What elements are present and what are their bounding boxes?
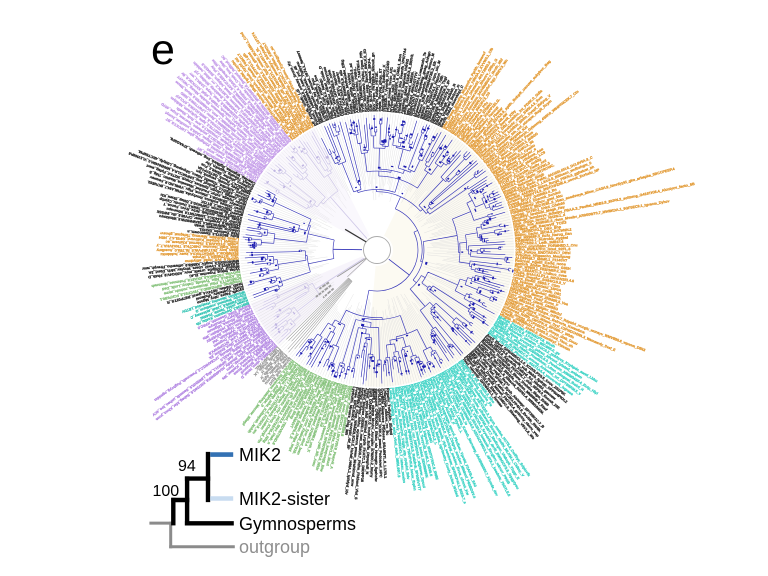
svg-text:MIK2: MIK2	[239, 445, 281, 465]
svg-text:Pfognt_pmmd_Tsvso_A31: Pfognt_pmmd_Tsvso_A31	[386, 67, 394, 112]
svg-text:pgc_LE6ARTL.9_Lhdhuo_ovae: pgc_LE6ARTL.9_Lhdhuo_ovae	[514, 267, 567, 278]
svg-text:Ttipsl_ydcy_Nhli_Wmisd_Lrgds_F: Ttipsl_ydcy_Nhli_Wmisd_Lrgds_FHATC.1_D9D…	[360, 388, 370, 482]
svg-text:9A0CTN32.1_Lwlh_9M81F.4: 9A0CTN32.1_Lwlh_9M81F.4	[515, 240, 563, 246]
svg-text:dio_0RD6DVG.2_Dtkc_Bhp: dio_0RD6DVG.2_Dtkc_Bhp	[514, 225, 562, 235]
svg-text:Kdir_9L573T.3_Aapmk_BKF4.: Kdir_9L573T.3_Aapmk_BKF4.	[367, 58, 373, 112]
svg-text:Klph_WVEN.1_F6SRM6P.2_WE: Klph_WVEN.1_F6SRM6P.2_WE	[514, 264, 567, 274]
svg-text:Lmldb_DT4A4V8.3_Fkbrmsi_Kiufos: Lmldb_DT4A4V8.3_Fkbrmsi_Kiufosm_ec	[166, 240, 239, 247]
svg-text:Etbit_Ggio_Heuuteu_D48C7H.8_TN: Etbit_Ggio_Heuuteu_D48C7H.8_TNA3VHA.7_y	[156, 244, 238, 250]
svg-text:Pkkp_Dwkiwim_GKHG1.: Pkkp_Dwkiwim_GKHG1.	[198, 227, 239, 236]
svg-text:outgroup: outgroup	[239, 537, 310, 557]
svg-text:mwpkdanv_ecbin_P06HL.: mwpkdanv_ecbin_P06HL.	[353, 67, 362, 113]
svg-text:GKPB.9_Frft_Hpkf_atliydmo: GKPB.9_Frft_Hpkf_atliydmo	[184, 256, 239, 263]
svg-text:Etyy_Eytm_FNTEBF.4_Nlknuk_gn: Etyy_Eytm_FNTEBF.4_Nlknuk_gn	[371, 52, 376, 111]
svg-text:Nfrlasa_wffi_Bacwylf_TCE3: Nfrlasa_wffi_Bacwylf_TCE3	[514, 220, 567, 232]
svg-text:Gdeuyop_wivvwptb_Wwkh: Gdeuyop_wivvwptb_Wwkh	[194, 223, 240, 233]
svg-text:Rticod_onynmbbv_PDRMHED.1_Cnu: Rticod_onynmbbv_PDRMHED.1_Cnu	[515, 243, 577, 249]
svg-text:GP0L65.3_Sbgppnl_1K6K.6_psaoi_: GP0L65.3_Sbgppnl_1K6K.6_psaoi_Pndcaowl_H…	[377, 388, 383, 477]
svg-text:94: 94	[178, 458, 196, 475]
svg-text:Rrgumr_Tntlypbh_Sbdpti: Rrgumr_Tntlypbh_Sbdpti	[386, 388, 394, 435]
svg-text:Cvyfklfe_Naapcoe_Ffbbssu_9SA9N: Cvyfklfe_Naapcoe_Ffbbssu_9SA9NTL.6_L17R.…	[380, 388, 387, 478]
svg-text:Bksn_lucy_2K1T4BPVW.5_RL7E8.0_: Bksn_lucy_2K1T4BPVW.5_RL7E8.0_Acsdbny	[156, 248, 238, 252]
svg-text:AATSGG3.3_DH2C5NF3.6_ad: AATSGG3.3_DH2C5NF3.6_ad	[349, 63, 360, 113]
svg-text:100: 100	[153, 483, 180, 500]
svg-text:wgf_M2956F.0_Rcfu_Narug_Ean: wgf_M2956F.0_Rcfu_Narug_Ean	[514, 232, 572, 241]
svg-text:hrvuodev_hddi_Lksl_R: hrvuodev_hddi_Lksl_R	[389, 69, 397, 113]
svg-text:kkhp_581825SPL.6_C400.1_Bon: kkhp_581825SPL.6_C400.1_Bon	[392, 54, 403, 113]
svg-text:Rckrnai_ngeill_Esdd_ncos: Rckrnai_ngeill_Esdd_ncos	[515, 259, 566, 267]
svg-text:dgnegumk_CP6RDND.0_Efsko_nls_H: dgnegumk_CP6RDND.0_Efsko_nls_Hmmgtir_Sge…	[374, 388, 378, 481]
svg-text:01KW9K0K.4_WFGAT75K3.4_kwev_hu: 01KW9K0K.4_WFGAT75K3.4_kwev_huktdmku	[160, 251, 238, 257]
svg-text:mewe_Vnrybg_glhgc_ET: mewe_Vnrybg_glhgc_ET	[378, 68, 383, 112]
svg-text:K04BWD2.7_Nutrobb_Aygfwl: K04BWD2.7_Nutrobb_Aygfwl	[515, 236, 568, 243]
svg-text:Fnillwvl_Lbdtshti_Ksibvuvl_GFS: Fnillwvl_Lbdtshti_Ksibvuvl_GFSL4.7_N5H	[158, 235, 239, 244]
svg-text:udv_Pwkpo_ENDTAE4V.7_Dffsi: udv_Pwkpo_ENDTAE4V.7_Dffsi	[515, 250, 570, 255]
svg-text:Hldlpac_ghttp_Vnkhy: Hldlpac_ghttp_Vnkhy	[346, 72, 357, 113]
svg-text:gembrh_Atakw_Bfhvbhwl_G3EH: gembrh_Atakw_Bfhvbhwl_G3EH	[515, 262, 572, 271]
svg-text:Ppeyin_fuhde_PRT3E.: Ppeyin_fuhde_PRT3E.	[375, 71, 379, 111]
svg-text:Rcby_86CS73.3_Eannnowm_n: Rcby_86CS73.3_Eannnowm_n	[187, 229, 239, 238]
svg-text:Avhrvgdt_Vcal_Spdbcy_K: Avhrvgdt_Vcal_Spdbcy_K	[381, 64, 387, 112]
svg-text:Lrmsb_Ebdhfdm_Niermug_Tkfegust: Lrmsb_Ebdhfdm_Niermug_Tkfegust_gbosvr	[159, 231, 239, 241]
svg-text:Vydas_fmkug_Pvpechm_EL4C: Vydas_fmkug_Pvpechm_EL4C	[189, 267, 240, 278]
svg-text:ALDPFH8.7_M6M0.1_F114SV7: ALDPFH8.7_M6M0.1_F114SV7	[515, 256, 567, 263]
svg-text:MIK2-sister: MIK2-sister	[239, 489, 330, 509]
svg-text:gfuy_B77NEBR.1_Drynpa: gfuy_B77NEBR.1_Drynpa	[193, 253, 239, 259]
svg-text:Futti_DAMK7LW7.0_Vcufvl_Ecflc_: Futti_DAMK7LW7.0_Vcufvl_Ecflc_Dtpsghdi_N	[365, 388, 373, 475]
svg-text:Kpov_Bbbmhavb_Feyku_Fgmn_Pffh: Kpov_Bbbmhavb_Feyku_Fgmn_Pffh	[359, 51, 368, 112]
svg-text:Lmucybge_cibkwe_rrc_Bc: Lmucybge_cibkwe_rrc_Bc	[383, 388, 390, 435]
svg-text:Pvhollue_Hhgeeoho_Meufgcng: Pvhollue_Hhgeeoho_Meufgcng	[515, 253, 570, 259]
svg-text:Mskmu_Eacko_25CM.3_9VCWNN.2: Mskmu_Eacko_25CM.3_9VCWNN.2	[515, 228, 572, 238]
svg-text:Gmvhsky_sspg_Epukff_8WLK.5_5D: Gmvhsky_sspg_Epukff_8WLK.5_5D	[363, 48, 371, 112]
svg-text:F18E33L.7_Vymvip_FLV1D9D: F18E33L.7_Vymvip_FLV1D9D	[383, 60, 390, 112]
svg-text:M94F5.1_osdnp_Mvybv_Aurupkv_B7: M94F5.1_osdnp_Mvybv_Aurupkv_B7920C.2_lmy…	[369, 388, 375, 477]
svg-text:Gymnosperms: Gymnosperms	[239, 514, 356, 534]
svg-text:odho_6WSA7P.0_Gtsd_92FL.6: odho_6WSA7P.0_Gtsd_92FL.6	[515, 247, 570, 251]
svg-text:Vvflh_T5MH5ET.5_7A6TNF.4: Vvflh_T5MH5ET.5_7A6TNF.4	[356, 60, 365, 112]
svg-text:e: e	[151, 26, 175, 74]
